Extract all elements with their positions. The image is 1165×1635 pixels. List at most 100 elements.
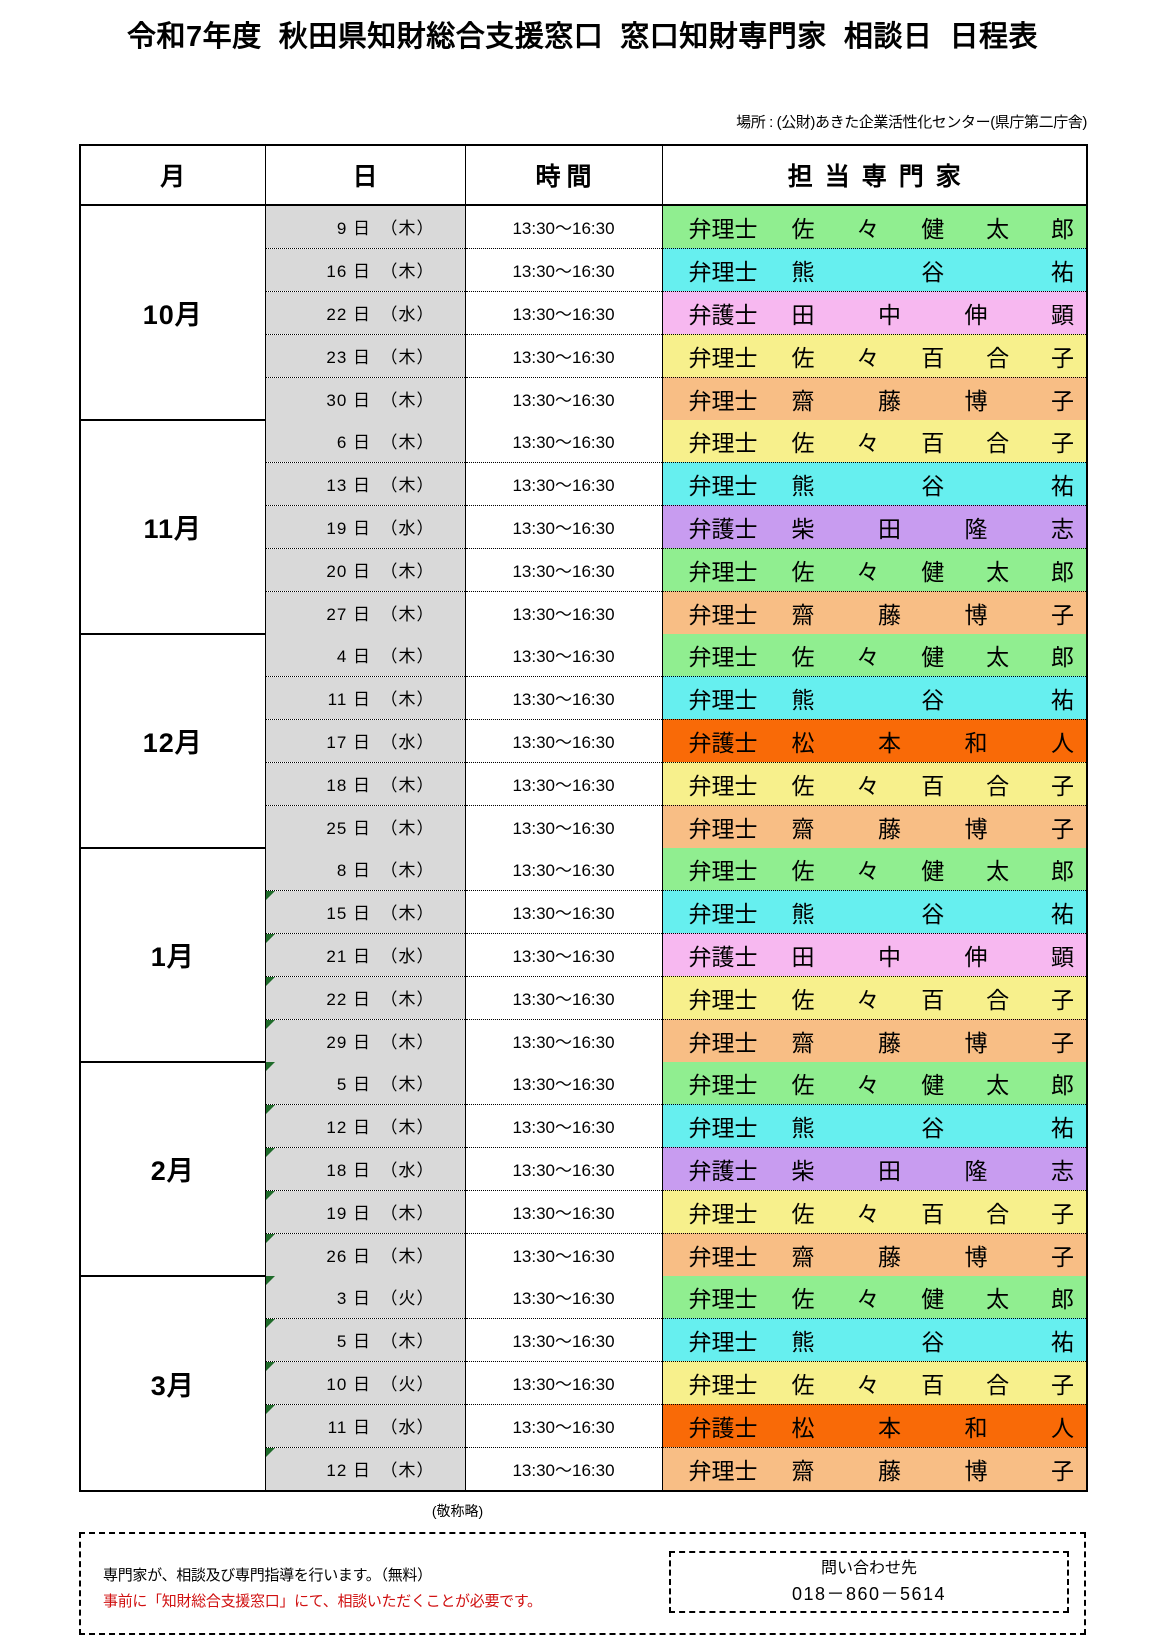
honorific-note: (敬称略): [0, 1492, 1165, 1521]
time-cell: 13:30〜16:30: [465, 1404, 662, 1447]
expert-name-char: 齋: [792, 1452, 815, 1486]
expert-inner: 弁理士齋藤博子: [663, 593, 1087, 633]
time-cell: 13:30〜16:30: [465, 676, 662, 719]
expert-name-char: 合: [986, 1195, 1009, 1229]
expert-name-char: 藤: [878, 810, 901, 844]
expert-name-char: 佐: [792, 1066, 815, 1100]
expert-name-char: 熊: [792, 1323, 815, 1357]
day-text: 19 日 （水）: [326, 519, 434, 538]
day-cell: 22 日 （水）: [265, 291, 465, 334]
expert-cell: 弁理士佐々健太郎: [662, 848, 1087, 891]
expert-name-char: 人: [1051, 1409, 1074, 1443]
expert-name: 熊谷祐: [758, 467, 1077, 501]
expert-qualification: 弁理士: [689, 339, 758, 373]
expert-name-char: 隆: [965, 510, 988, 544]
expert-name-char: 百: [921, 767, 944, 801]
expert-name-char: 太: [986, 1066, 1009, 1100]
cell-comment-marker-icon: [266, 1105, 275, 1114]
expert-inner: 弁護士柴田隆志: [663, 1149, 1087, 1189]
expert-inner: 弁理士熊谷祐: [663, 250, 1087, 290]
expert-inner: 弁理士熊谷祐: [663, 464, 1087, 504]
expert-name-char: 本: [878, 724, 901, 758]
day-text: 9 日 （木）: [337, 219, 435, 238]
expert-name-char: 祐: [1051, 895, 1074, 929]
day-cell: 19 日 （木）: [265, 1190, 465, 1233]
expert-name: 柴田隆志: [758, 510, 1077, 544]
expert-qualification: 弁護士: [689, 510, 758, 544]
time-cell: 13:30〜16:30: [465, 505, 662, 548]
expert-qualification: 弁護士: [689, 1409, 758, 1443]
time-cell: 13:30〜16:30: [465, 805, 662, 848]
expert-name-char: 谷: [921, 1323, 944, 1357]
expert-name-char: 和: [965, 1409, 988, 1443]
expert-name: 田中伸顕: [758, 938, 1077, 972]
expert-name-char: 谷: [921, 253, 944, 287]
expert-name: 佐々健太郎: [758, 210, 1077, 244]
expert-name-char: 祐: [1051, 1109, 1074, 1143]
day-text: 21 日 （水）: [326, 947, 434, 966]
expert-name-char: 佐: [792, 981, 815, 1015]
schedule-row: 3月3 日 （火）13:30〜16:30弁理士佐々健太郎: [80, 1276, 1087, 1319]
day-cell: 25 日 （木）: [265, 805, 465, 848]
expert-cell: 弁護士松本和人: [662, 719, 1087, 762]
expert-name-char: 佐: [792, 1280, 815, 1314]
day-cell: 30 日 （木）: [265, 377, 465, 420]
expert-name-char: 健: [921, 852, 944, 886]
day-cell: 12 日 （木）: [265, 1104, 465, 1147]
expert-name-char: 郎: [1051, 852, 1074, 886]
expert-name-char: 郎: [1051, 553, 1074, 587]
time-cell: 13:30〜16:30: [465, 591, 662, 634]
column-header-month: 月: [80, 145, 265, 205]
expert-name-char: 子: [1051, 1366, 1074, 1400]
cell-comment-marker-icon: [266, 1319, 275, 1328]
expert-qualification: 弁護士: [689, 724, 758, 758]
expert-inner: 弁理士佐々健太郎: [663, 207, 1087, 247]
expert-name-char: 郎: [1051, 1066, 1074, 1100]
time-cell: 13:30〜16:30: [465, 1104, 662, 1147]
expert-inner: 弁護士田中伸顕: [663, 935, 1087, 975]
time-cell: 13:30〜16:30: [465, 1361, 662, 1404]
expert-name-char: 健: [921, 553, 944, 587]
expert-qualification: 弁理士: [689, 1066, 758, 1100]
expert-name: 熊谷祐: [758, 1323, 1077, 1357]
expert-inner: 弁理士齋藤博子: [663, 807, 1087, 847]
expert-cell: 弁護士松本和人: [662, 1404, 1087, 1447]
footer-note-line-1: 専門家が、相談及び専門指導を行います。（無料）: [103, 1563, 542, 1589]
expert-name-char: 博: [965, 810, 988, 844]
expert-name-char: 藤: [878, 382, 901, 416]
expert-name-char: 子: [1051, 424, 1074, 458]
expert-name-char: 齋: [792, 1024, 815, 1058]
expert-name: 佐々健太郎: [758, 1066, 1077, 1100]
contact-box: 問い合わせ先 018－860－5614: [669, 1551, 1069, 1613]
day-cell: 27 日 （木）: [265, 591, 465, 634]
expert-name-char: 顕: [1051, 296, 1074, 330]
expert-qualification: 弁理士: [689, 1323, 758, 1357]
expert-name-char: 子: [1051, 1024, 1074, 1058]
expert-name-char: 谷: [921, 681, 944, 715]
expert-name-char: 博: [965, 382, 988, 416]
day-text: 8 日 （木）: [337, 861, 435, 880]
day-text: 18 日 （水）: [326, 1161, 434, 1180]
expert-name-char: 太: [986, 553, 1009, 587]
expert-name-char: 郎: [1051, 210, 1074, 244]
expert-name: 佐々百合子: [758, 1366, 1077, 1400]
expert-name-char: 祐: [1051, 1323, 1074, 1357]
time-cell: 13:30〜16:30: [465, 1190, 662, 1233]
time-cell: 13:30〜16:30: [465, 291, 662, 334]
day-text: 10 日 （火）: [326, 1375, 434, 1394]
day-cell: 8 日 （木）: [265, 848, 465, 891]
column-header-time: 時間: [465, 145, 662, 205]
expert-cell: 弁理士齋藤博子: [662, 805, 1087, 848]
expert-name-char: 佐: [792, 1366, 815, 1400]
expert-cell: 弁護士田中伸顕: [662, 291, 1087, 334]
expert-name-char: 合: [986, 767, 1009, 801]
expert-name-char: 佐: [792, 424, 815, 458]
expert-name-char: 中: [878, 296, 901, 330]
expert-name: 熊谷祐: [758, 681, 1077, 715]
expert-inner: 弁理士佐々健太郎: [663, 550, 1087, 590]
expert-name: 佐々百合子: [758, 339, 1077, 373]
time-cell: 13:30〜16:30: [465, 762, 662, 805]
schedule-table-wrapper: 月 日 時間 担当専門家 10月9 日 （木）13:30〜16:30弁理士佐々健…: [79, 144, 1086, 1492]
expert-name-char: 柴: [792, 1152, 815, 1186]
venue-line: 場所 : (公財)あきた企業活性化センター(県庁第二庁舎): [0, 55, 1165, 132]
